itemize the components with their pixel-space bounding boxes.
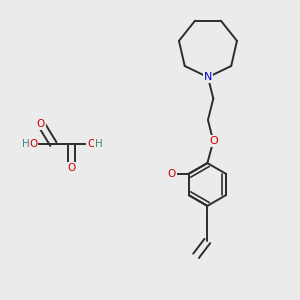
Text: O: O	[168, 169, 176, 179]
Text: O: O	[209, 136, 218, 146]
Text: O: O	[87, 139, 95, 149]
Text: O: O	[37, 119, 45, 129]
Text: H: H	[22, 139, 29, 149]
Text: O: O	[29, 139, 38, 149]
Text: H: H	[95, 139, 103, 149]
Text: O: O	[67, 163, 75, 173]
Text: N: N	[204, 72, 212, 82]
